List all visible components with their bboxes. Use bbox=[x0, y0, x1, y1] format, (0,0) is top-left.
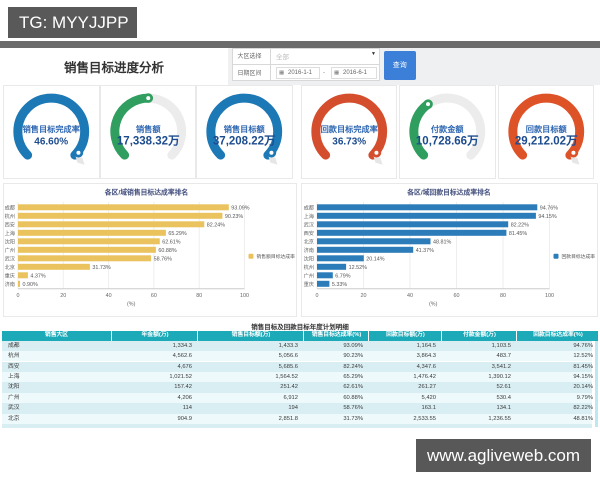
svg-text:60: 60 bbox=[453, 293, 459, 299]
svg-text:杭州: 杭州 bbox=[303, 263, 313, 271]
svg-text:(%): (%) bbox=[429, 302, 438, 308]
svg-text:31.73%: 31.73% bbox=[92, 265, 110, 271]
svg-text:5.33%: 5.33% bbox=[331, 282, 346, 288]
svg-text:0: 0 bbox=[315, 293, 318, 299]
svg-text:12.52%: 12.52% bbox=[348, 265, 366, 271]
svg-text:沈阳: 沈阳 bbox=[303, 255, 313, 263]
svg-text:销售目标额: 销售目标额 bbox=[224, 124, 266, 134]
svg-text:西安: 西安 bbox=[4, 221, 14, 229]
svg-text:4.37%: 4.37% bbox=[30, 274, 45, 280]
svg-text:80: 80 bbox=[500, 293, 506, 299]
svg-text:西安: 西安 bbox=[303, 229, 313, 237]
svg-text:杭州: 杭州 bbox=[4, 212, 14, 220]
svg-text:46.60%: 46.60% bbox=[34, 137, 68, 148]
svg-text:重庆: 重庆 bbox=[303, 280, 313, 288]
svg-text:60.88%: 60.88% bbox=[158, 248, 176, 254]
svg-text:上海: 上海 bbox=[4, 229, 14, 237]
svg-text:100: 100 bbox=[545, 293, 554, 299]
svg-text:上海: 上海 bbox=[303, 212, 313, 220]
svg-text:36.73%: 36.73% bbox=[332, 137, 366, 148]
svg-text:付款金额: 付款金额 bbox=[431, 124, 465, 134]
svg-text:90.23%: 90.23% bbox=[224, 214, 242, 220]
svg-text:100: 100 bbox=[240, 293, 249, 299]
svg-text:广州: 广州 bbox=[4, 246, 14, 254]
svg-text:成都: 成都 bbox=[4, 204, 14, 212]
svg-text:(%): (%) bbox=[127, 302, 136, 308]
svg-text:回款目标达成率: 回款目标达成率 bbox=[561, 253, 595, 260]
svg-text:北京: 北京 bbox=[4, 263, 14, 271]
svg-text:6.79%: 6.79% bbox=[335, 274, 350, 280]
svg-text:武汉: 武汉 bbox=[4, 255, 15, 263]
svg-text:40: 40 bbox=[105, 293, 111, 299]
svg-text:沈阳: 沈阳 bbox=[4, 238, 14, 246]
svg-text:93.09%: 93.09% bbox=[231, 206, 249, 212]
svg-text:回款目标额: 回款目标额 bbox=[525, 124, 567, 134]
svg-text:济南: 济南 bbox=[4, 280, 14, 288]
svg-text:48.81%: 48.81% bbox=[433, 240, 451, 246]
svg-text:回款目标完成率: 回款目标完成率 bbox=[320, 124, 377, 134]
svg-text:0.90%: 0.90% bbox=[22, 282, 37, 288]
svg-text:10,728.66万: 10,728.66万 bbox=[416, 135, 479, 148]
svg-text:销售额目标达成率: 销售额目标达成率 bbox=[256, 253, 295, 260]
svg-text:销售额: 销售额 bbox=[135, 124, 160, 134]
svg-text:20: 20 bbox=[60, 293, 66, 299]
svg-text:82.22%: 82.22% bbox=[510, 223, 528, 229]
svg-text:82.24%: 82.24% bbox=[206, 223, 224, 229]
svg-text:北京: 北京 bbox=[303, 238, 313, 246]
svg-text:80: 80 bbox=[196, 293, 202, 299]
svg-text:94.15%: 94.15% bbox=[538, 214, 556, 220]
svg-text:94.76%: 94.76% bbox=[539, 206, 557, 212]
svg-text:60: 60 bbox=[150, 293, 156, 299]
svg-text:37,208.22万: 37,208.22万 bbox=[213, 135, 276, 148]
svg-text:17,338.32万: 17,338.32万 bbox=[116, 135, 179, 148]
svg-text:销售目标完成率: 销售目标完成率 bbox=[23, 124, 80, 134]
svg-text:20.14%: 20.14% bbox=[366, 257, 384, 263]
svg-text:41.37%: 41.37% bbox=[415, 248, 433, 254]
svg-text:各区/域回款目标达成率排名: 各区/域回款目标达成率排名 bbox=[406, 188, 490, 197]
svg-text:20: 20 bbox=[360, 293, 366, 299]
svg-text:济南: 济南 bbox=[303, 246, 313, 254]
svg-text:重庆: 重庆 bbox=[4, 272, 14, 280]
svg-text:各区/域销售目标达成率排名: 各区/域销售目标达成率排名 bbox=[103, 188, 187, 197]
svg-text:武汉: 武汉 bbox=[303, 221, 314, 229]
svg-text:29,212.02万: 29,212.02万 bbox=[514, 135, 577, 148]
svg-text:81.45%: 81.45% bbox=[508, 231, 526, 237]
svg-text:40: 40 bbox=[407, 293, 413, 299]
svg-text:58.76%: 58.76% bbox=[153, 257, 171, 263]
svg-text:广州: 广州 bbox=[303, 272, 313, 280]
svg-text:65.29%: 65.29% bbox=[168, 231, 186, 237]
svg-text:0: 0 bbox=[16, 293, 19, 299]
svg-text:成都: 成都 bbox=[303, 204, 313, 212]
svg-text:62.61%: 62.61% bbox=[162, 240, 180, 246]
